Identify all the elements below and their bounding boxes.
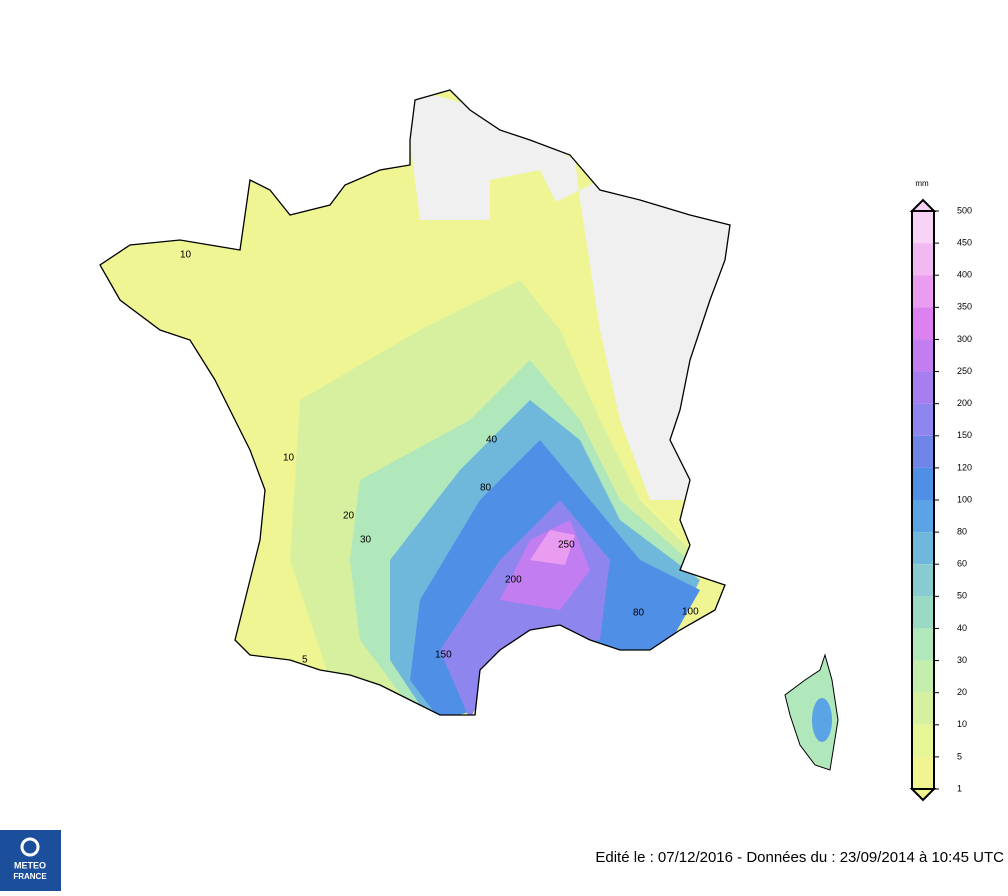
legend-tick-label: 5 bbox=[957, 751, 962, 761]
contour-label: 30 bbox=[360, 535, 372, 546]
contour-label: 150 bbox=[435, 650, 452, 661]
logo-text: FRANCE bbox=[13, 872, 47, 881]
contour-label: 80 bbox=[633, 608, 645, 619]
legend-tick-label: 10 bbox=[957, 719, 967, 729]
legend-swatch bbox=[912, 403, 934, 436]
legend-tick-label: 30 bbox=[957, 655, 967, 665]
precipitation-map bbox=[100, 90, 730, 715]
legend-tick-label: 200 bbox=[957, 398, 972, 408]
contour-label: 80 bbox=[480, 483, 492, 494]
legend-tick-label: 150 bbox=[957, 430, 972, 440]
legend-swatch bbox=[912, 564, 934, 597]
contour-labels: 10 10 5 20 30 40 80 150 200 250 80 100 bbox=[180, 250, 699, 666]
legend-swatch bbox=[912, 371, 934, 404]
legend-tick-label: 450 bbox=[957, 237, 972, 247]
legend-tick-label: 400 bbox=[957, 270, 972, 280]
corsica bbox=[784, 653, 839, 771]
contour-label: 40 bbox=[486, 435, 498, 446]
legend-swatch bbox=[912, 692, 934, 725]
legend-tick-label: 350 bbox=[957, 302, 972, 312]
legend-tick-label: 60 bbox=[957, 559, 967, 569]
legend-tick-label: 120 bbox=[957, 462, 972, 472]
contour-label: 10 bbox=[180, 250, 192, 261]
legend-tick-label: 100 bbox=[957, 494, 972, 504]
legend-swatch bbox=[912, 596, 934, 629]
legend-swatch bbox=[912, 467, 934, 500]
legend-tick-label: 50 bbox=[957, 591, 967, 601]
legend-swatch bbox=[912, 532, 934, 565]
legend-swatch bbox=[912, 660, 934, 693]
legend-swatch bbox=[912, 211, 934, 244]
legend-swatch bbox=[912, 275, 934, 308]
legend-arrow-bottom bbox=[909, 788, 937, 802]
corsica-rain bbox=[812, 698, 832, 742]
legend-tick-label: 250 bbox=[957, 366, 972, 376]
contour-label: 250 bbox=[558, 540, 575, 551]
legend-tick-label: 80 bbox=[957, 526, 967, 536]
legend-swatch bbox=[912, 756, 934, 789]
legend-tick-label: 500 bbox=[957, 205, 972, 215]
legend-swatch bbox=[912, 435, 934, 468]
logo-icon bbox=[20, 837, 40, 857]
legend-tick-label: 20 bbox=[957, 687, 967, 697]
legend-unit: mm bbox=[915, 179, 929, 188]
legend-swatch bbox=[912, 500, 934, 533]
france-outline bbox=[99, 89, 731, 716]
contour-label: 100 bbox=[682, 607, 699, 618]
legend-swatch bbox=[912, 628, 934, 661]
legend-swatch bbox=[912, 307, 934, 340]
legend-swatch bbox=[912, 243, 934, 276]
legend: mm 5004504003503002502001501201008060504… bbox=[909, 179, 972, 802]
legend-tick-label: 1 bbox=[957, 783, 962, 793]
contour-label: 200 bbox=[505, 575, 522, 586]
legend-arrow-top bbox=[909, 198, 937, 212]
contour-label: 5 bbox=[302, 655, 308, 666]
contour-label: 20 bbox=[343, 511, 355, 522]
legend-swatch bbox=[912, 339, 934, 372]
legend-tick-label: 40 bbox=[957, 623, 967, 633]
legend-swatch bbox=[912, 724, 934, 757]
footer: Edité le : 07/12/2016 - Données du : 23/… bbox=[595, 849, 1004, 866]
logo-text: METEO bbox=[14, 860, 46, 870]
contour-label: 10 bbox=[283, 453, 295, 464]
legend-tick-label: 300 bbox=[957, 334, 972, 344]
